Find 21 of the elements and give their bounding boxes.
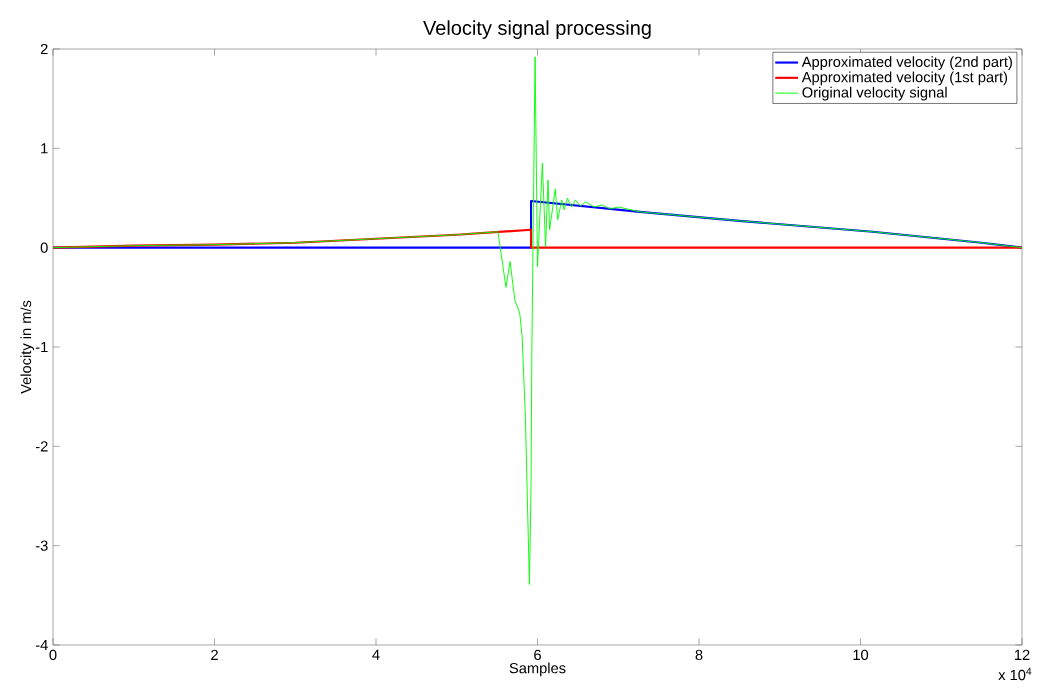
y-tick-label: -4 bbox=[35, 639, 48, 651]
x-tick-label: 6 bbox=[534, 649, 541, 661]
text: x 10$^{4}$ bbox=[998, 667, 1032, 681]
x-axis-title: Samples bbox=[509, 662, 566, 677]
x-tick-label: 10 bbox=[853, 649, 869, 661]
y-tick-label: -2 bbox=[35, 441, 48, 452]
y-tick-label: 0 bbox=[40, 242, 48, 253]
x-tick-label: 4 bbox=[372, 649, 380, 660]
x-tick-label: 2 bbox=[211, 649, 218, 660]
legend-label: Approximated velocity (2nd part) bbox=[801, 56, 1012, 70]
legend-label: Original velocity signal bbox=[802, 86, 947, 101]
x-tick-label: 8 bbox=[695, 649, 703, 661]
x-tick-label: 12 bbox=[1014, 649, 1030, 660]
legend-label: Approximated velocity (1st part) bbox=[801, 71, 1008, 86]
y-tick-label: -1 bbox=[35, 341, 48, 353]
y-axis-title: Velocity in m/s bbox=[20, 300, 35, 394]
y-tick-label: 2 bbox=[40, 43, 48, 55]
chart-title: Velocity signal processing bbox=[423, 20, 651, 39]
y-tick-label: -3 bbox=[35, 540, 48, 551]
x-tick-label: 0 bbox=[49, 649, 57, 661]
y-tick-label: 1 bbox=[41, 143, 48, 154]
